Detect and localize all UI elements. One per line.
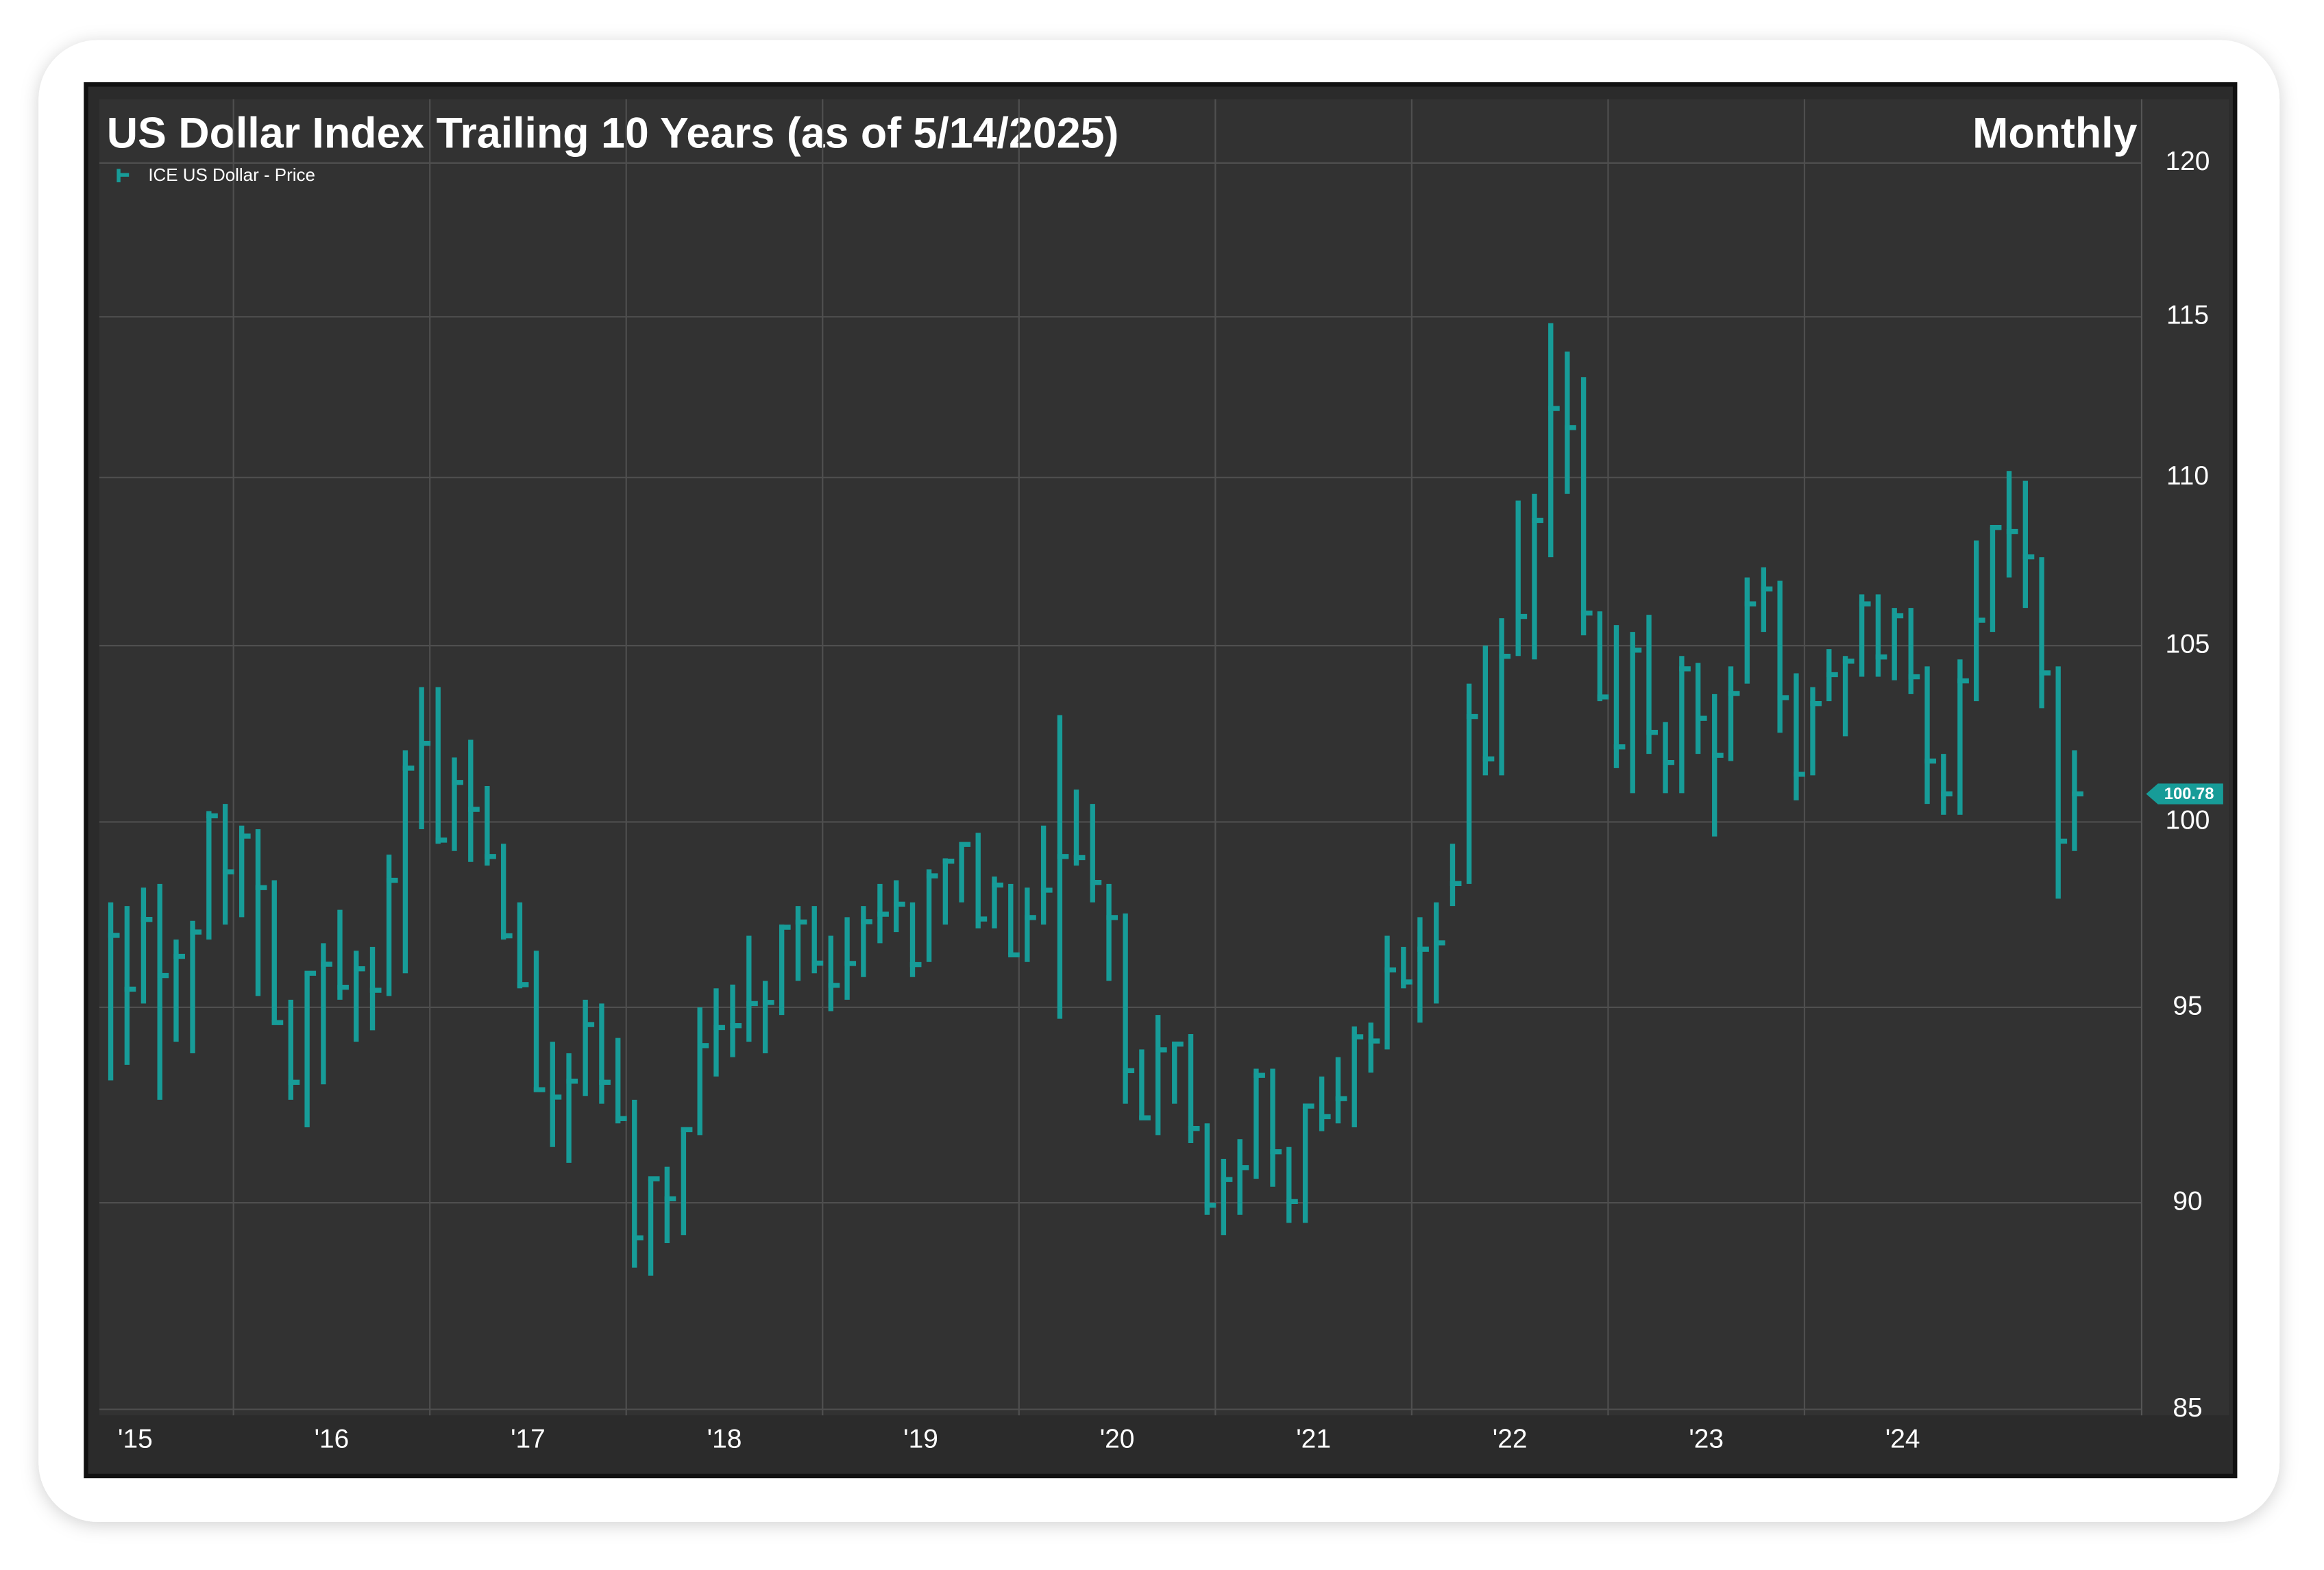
x-tick-label: '22 <box>1493 1424 1528 1454</box>
y-tick-label: 110 <box>2166 461 2209 491</box>
x-tick-label: '20 <box>1100 1424 1135 1454</box>
y-tick-label: 100 <box>2166 806 2210 835</box>
x-tick-label: '19 <box>903 1424 938 1454</box>
y-tick-label: 85 <box>2173 1393 2202 1423</box>
plot-area <box>99 99 2229 1416</box>
legend-label: ICE US Dollar - Price <box>148 166 315 185</box>
y-tick-label: 90 <box>2173 1186 2202 1216</box>
x-tick-label: '24 <box>1885 1424 1920 1454</box>
x-tick-label: '23 <box>1689 1424 1724 1454</box>
legend-icon <box>117 169 130 182</box>
y-tick-label: 120 <box>2166 147 2210 176</box>
x-tick-label: '16 <box>315 1424 350 1454</box>
y-tick-label: 115 <box>2166 301 2209 330</box>
y-tick-label: 95 <box>2173 991 2202 1020</box>
last-price-label: 100.78 <box>2164 785 2214 803</box>
x-tick-label: '17 <box>511 1424 546 1454</box>
frequency-label: Monthly <box>1972 110 2137 158</box>
last-price-tag <box>2146 783 2223 805</box>
x-tick-label: '21 <box>1296 1424 1331 1454</box>
x-tick-label: '15 <box>118 1424 153 1454</box>
chart-title: US Dollar Index Trailing 10 Years (as of… <box>107 110 1119 158</box>
y-tick-label: 105 <box>2166 629 2210 659</box>
plot: 85 90 95 100 105 110 115 120 '15 '16 '17 '18 '19 '20 '… <box>99 99 2223 1454</box>
x-tick-label: '18 <box>707 1424 742 1454</box>
